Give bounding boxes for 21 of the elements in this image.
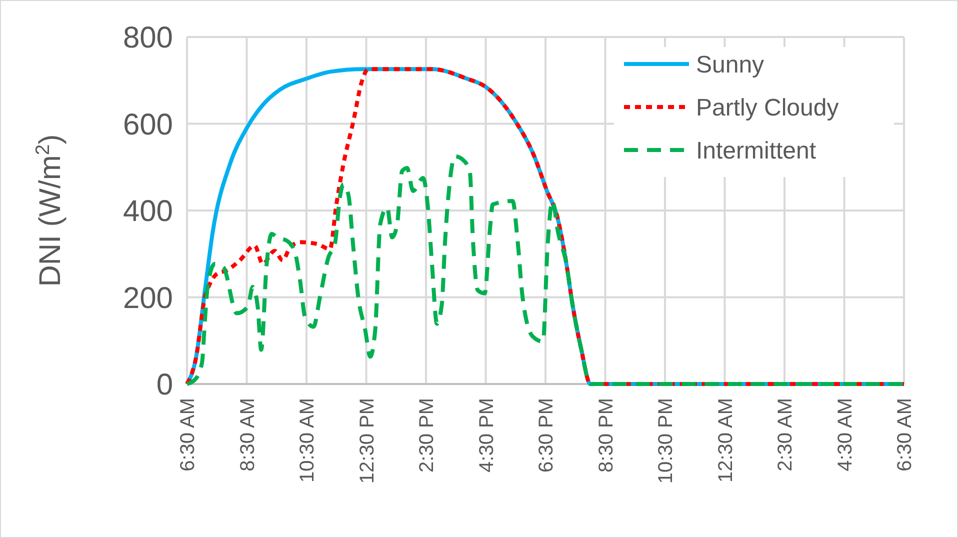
x-tick-label: 4:30 AM [834,398,856,472]
y-tick-label: 0 [156,368,173,402]
y-tick-label: 400 [122,195,173,228]
y-tick-label: 800 [122,22,173,54]
legend-label: Intermittent [696,137,816,164]
x-tick-label: 6:30 PM [536,398,558,472]
x-tick-label: 10:30 AM [296,398,318,483]
x-tick-label: 10:30 PM [655,398,677,484]
x-tick-label: 6:30 AM [177,398,199,472]
y-tick-label: 200 [122,282,173,315]
x-tick-label: 4:30 PM [476,398,498,472]
x-tick-label: 2:30 PM [416,398,438,472]
y-tick-label: 600 [122,108,173,142]
legend-label: Partly Cloudy [696,94,839,122]
x-tick-label: 6:30 AM [894,398,916,472]
x-tick-label: 12:30 AM [714,398,737,483]
x-tick-label: 8:30 AM [236,398,259,472]
legend-label: Sunny [696,51,764,78]
x-tick-label: 12:30 PM [356,398,378,484]
x-tick-label: 2:30 AM [774,398,796,472]
x-tick-label: 8:30 PM [595,398,618,472]
